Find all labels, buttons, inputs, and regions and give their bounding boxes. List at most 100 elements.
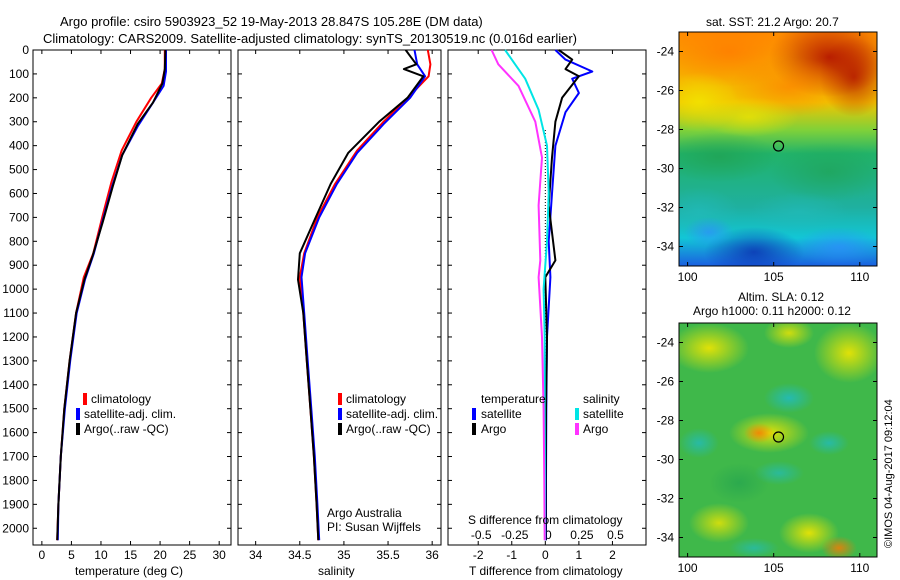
sla-map-frame [678,322,878,558]
depth-tick-label: 400 [9,139,29,153]
depth-tick-label: 1900 [2,497,29,511]
x-tick-label: -1 [506,548,517,562]
salinity-plot-frame [237,49,442,546]
depth-tick-label: 200 [9,91,29,105]
map-y-tick-label: -28 [657,123,675,137]
salinity-tick-label: -0.25 [501,528,529,542]
depth-tick-label: 1400 [2,378,29,392]
legend-swatch-climatology [83,393,87,405]
depth-tick-label: 100 [9,67,29,81]
sst-map-image [679,32,877,266]
map-y-tick-label: -24 [657,336,675,350]
profile-line-argo-raw-qc- [297,49,425,541]
depth-tick-label: 800 [9,234,29,248]
salinity-tick-label: 0.5 [607,528,624,542]
pi-annotation: PI: Susan Wijffels [327,520,421,534]
legend-swatch-argo [76,423,80,435]
salinity-profiles [297,49,432,541]
x-tick-label: 0 [542,548,549,562]
map-y-tick-label: -34 [657,240,675,254]
legend-swatch-sal-argo [575,423,579,435]
x-tick-label: 10 [94,548,108,562]
x-tick-label: 15 [124,548,138,562]
x-tick-label: 0 [39,548,46,562]
depth-tick-label: 1700 [2,450,29,464]
depth-tick-label: 1200 [2,330,29,344]
depth-tick-label: 0 [22,43,29,57]
legend-swatch-argo [338,423,342,435]
difference-panel: -2 -1 0 1 2 -0.5 -0.25 0 0.25 0.5 S difference fr… [447,49,647,578]
map-x-tick-label: 105 [764,561,784,575]
x-tick-label: 1 [576,548,583,562]
legend-label-temp-satellite: satellite [481,407,522,421]
map-y-tick-label: -30 [657,162,675,176]
legend-label-temp-argo: Argo [481,422,507,436]
difference-profiles [490,49,594,541]
profile-line-argo [544,49,580,541]
temperature-plot-frame [32,49,232,546]
depth-tick-label: 1000 [2,282,29,296]
sst-map-frame [678,31,878,267]
legend-swatch-climatology [338,393,342,405]
sla-map-axes: 100 105 110 -24 -26 -28 -30 -32 -34 [657,323,877,575]
legend-label-climatology: climatology [346,392,406,406]
map-y-tick-label: -30 [657,453,675,467]
temperature-x-axis: 0 5 10 15 20 25 30 [39,50,226,562]
imos-timestamp: ©IMOS 04-Aug-2017 09:12:04 [883,399,895,548]
depth-tick-label: 700 [9,210,29,224]
depth-tick-label: 1500 [2,402,29,416]
x-tick-label: 5 [68,548,75,562]
sla-map-title-line2: Argo h1000: 0.11 h2000: 0.12 [693,304,851,318]
legend-swatch-temp-satellite [472,408,476,420]
legend-label-satellite: satellite-adj. clim. [346,407,438,421]
profile-location-marker [772,140,785,152]
salinity-difference-label: S difference from climatology [468,513,623,527]
profile-line-satellite [504,49,550,541]
legend-label-sal-satellite: satellite [583,407,624,421]
profile-line-argo-raw-qc- [56,49,167,541]
legend-label-sal-argo: Argo [583,422,609,436]
x-tick-label: 34 [249,548,263,562]
temperature-panel: 0100200300400500600700800900100011001200… [2,43,232,578]
salinity-axis-label: salinity [318,564,355,578]
x-tick-label: 36 [425,548,439,562]
map-y-tick-label: -24 [657,45,675,59]
map-y-tick-label: -28 [657,414,675,428]
depth-tick-label: 1600 [2,426,29,440]
sla-map-title-line1: Altim. SLA: 0.12 [738,290,824,304]
map-y-tick-label: -26 [657,84,675,98]
temperature-legend: climatology satellite-adj. clim. Argo(..… [76,392,176,436]
sla-map-image [679,323,877,557]
salinity-tick-label: 0 [545,528,552,542]
map-x-tick-label: 100 [678,561,698,575]
institution-annotation: Argo Australia [327,506,402,520]
depth-axis: 0 100 200 300 400 500 600 700 800 900 1000 1100 1200… [2,43,231,535]
legend-swatch-sal-satellite [575,408,579,420]
depth-tick-label: 2000 [2,521,29,535]
map-x-tick-label: 100 [678,270,698,284]
salinity-tick-label: 0.25 [570,528,594,542]
legend-swatch-satellite [338,408,342,420]
salinity-y-ticks [238,49,441,529]
legend-label-satellite: satellite-adj. clim. [84,407,176,421]
temperature-axis-label: temperature (deg C) [75,564,183,578]
map-y-tick-label: -26 [657,375,675,389]
sla-map-panel: Altim. SLA: 0.12 Argo h1000: 0.11 h2000:… [657,290,878,575]
map-y-tick-label: -34 [657,531,675,545]
depth-tick-label: 300 [9,115,29,129]
map-x-tick-label: 110 [850,270,869,284]
depth-tick-label: 1800 [2,473,29,487]
legend-label-argo: Argo(..raw -QC) [346,422,431,436]
x-tick-label: 2 [609,548,616,562]
legend-label-climatology: climatology [91,392,151,406]
x-tick-label: 34.5 [288,548,312,562]
salinity-panel: 34 34.5 35 35.5 36 salinity climatology sate… [237,49,442,578]
legend-heading-temperature: temperature [481,392,546,406]
map-x-tick-label: 110 [850,561,869,575]
x-tick-label: 35.5 [376,548,400,562]
map-y-tick-label: -32 [657,201,675,215]
figure-title-line1: Argo profile: csiro 5903923_52 19-May-20… [60,14,483,29]
x-tick-label: -2 [473,548,484,562]
x-tick-label: 20 [153,548,167,562]
